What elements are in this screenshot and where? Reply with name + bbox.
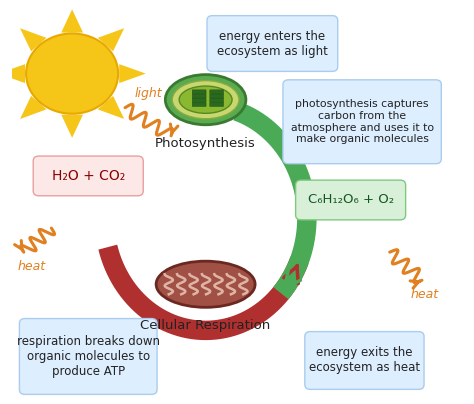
FancyBboxPatch shape: [210, 98, 224, 102]
FancyBboxPatch shape: [210, 103, 224, 107]
FancyBboxPatch shape: [192, 103, 206, 107]
FancyBboxPatch shape: [19, 319, 157, 394]
Ellipse shape: [156, 261, 255, 307]
Polygon shape: [61, 115, 83, 138]
Text: photosynthesis captures
carbon from the
atmosphere and uses it to
make organic m: photosynthesis captures carbon from the …: [291, 99, 434, 144]
Polygon shape: [61, 9, 83, 33]
Text: energy exits the
ecosystem as heat: energy exits the ecosystem as heat: [309, 347, 420, 375]
FancyBboxPatch shape: [192, 90, 206, 94]
Text: heat: heat: [410, 288, 438, 301]
FancyBboxPatch shape: [210, 90, 224, 94]
FancyBboxPatch shape: [33, 156, 143, 196]
FancyBboxPatch shape: [192, 94, 206, 98]
Polygon shape: [0, 64, 25, 83]
Polygon shape: [20, 28, 46, 51]
FancyBboxPatch shape: [210, 94, 224, 98]
Ellipse shape: [172, 81, 239, 119]
FancyBboxPatch shape: [192, 98, 206, 102]
Circle shape: [26, 34, 118, 114]
Text: Cellular Respiration: Cellular Respiration: [140, 319, 271, 332]
FancyBboxPatch shape: [283, 80, 441, 164]
Text: C₆H₁₂O₆ + O₂: C₆H₁₂O₆ + O₂: [308, 194, 394, 206]
Polygon shape: [98, 96, 124, 119]
Ellipse shape: [165, 75, 246, 125]
Text: Photosynthesis: Photosynthesis: [155, 137, 256, 150]
Text: respiration breaks down
organic molecules to
produce ATP: respiration breaks down organic molecule…: [17, 335, 160, 378]
Ellipse shape: [179, 86, 232, 114]
FancyBboxPatch shape: [296, 180, 406, 220]
Polygon shape: [98, 28, 124, 51]
Polygon shape: [20, 96, 46, 119]
Polygon shape: [119, 64, 146, 83]
Text: light: light: [134, 87, 162, 100]
FancyBboxPatch shape: [207, 16, 338, 72]
Text: heat: heat: [18, 260, 46, 273]
Text: H₂O + CO₂: H₂O + CO₂: [52, 169, 125, 183]
Text: energy enters the
ecosystem as light: energy enters the ecosystem as light: [217, 29, 328, 57]
FancyBboxPatch shape: [305, 332, 424, 389]
